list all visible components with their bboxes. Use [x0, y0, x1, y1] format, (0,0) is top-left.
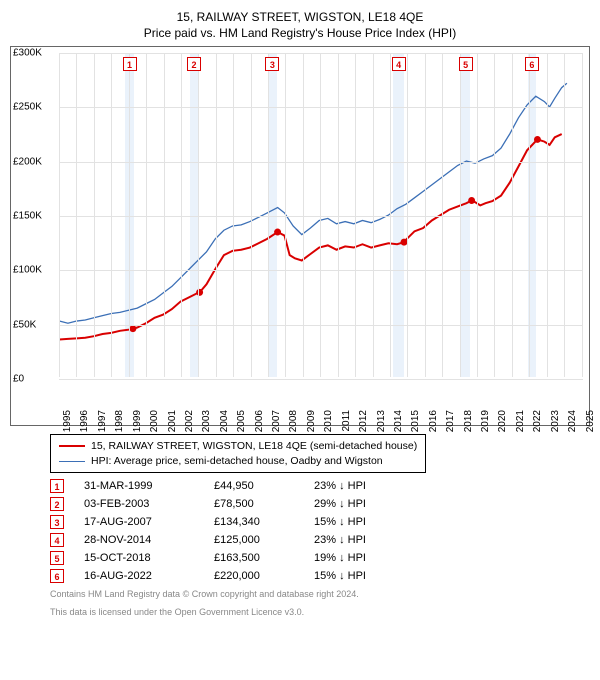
x-tick-label: 2010: [323, 410, 334, 432]
x-tick-label: 2023: [550, 410, 561, 432]
y-tick-label: £150K: [13, 211, 42, 222]
event-diff: 29% ↓ HPI: [314, 498, 404, 510]
event-marker: 3: [50, 515, 64, 529]
x-tick-label: 2000: [149, 410, 160, 432]
event-diff: 15% ↓ HPI: [314, 570, 404, 582]
x-tick-label: 2025: [585, 410, 596, 432]
legend-swatch: [59, 445, 85, 447]
event-price: £134,340: [214, 516, 294, 528]
x-tick-label: 1998: [114, 410, 125, 432]
event-price: £163,500: [214, 552, 294, 564]
event-date: 16-AUG-2022: [84, 570, 194, 582]
event-diff: 23% ↓ HPI: [314, 480, 404, 492]
sale-marker: 1: [123, 57, 137, 71]
event-date: 28-NOV-2014: [84, 534, 194, 546]
event-price: £78,500: [214, 498, 294, 510]
sale-marker: 5: [459, 57, 473, 71]
event-row: 5 15-OCT-2018 £163,500 19% ↓ HPI: [50, 551, 578, 565]
event-price: £125,000: [214, 534, 294, 546]
y-tick-label: £100K: [13, 265, 42, 276]
event-row: 3 17-AUG-2007 £134,340 15% ↓ HPI: [50, 515, 578, 529]
footnote-1: Contains HM Land Registry data © Crown c…: [50, 589, 578, 601]
page-title: 15, RAILWAY STREET, WIGSTON, LE18 4QE: [10, 10, 590, 24]
legend-label: HPI: Average price, semi-detached house,…: [91, 454, 383, 469]
y-tick-label: £50K: [13, 319, 36, 330]
sale-events-table: 1 31-MAR-1999 £44,950 23% ↓ HPI 2 03-FEB-2003…: [50, 479, 578, 583]
legend-row: 15, RAILWAY STREET, WIGSTON, LE18 4QE (s…: [59, 439, 417, 454]
legend-label: 15, RAILWAY STREET, WIGSTON, LE18 4QE (s…: [91, 439, 417, 454]
event-row: 6 16-AUG-2022 £220,000 15% ↓ HPI: [50, 569, 578, 583]
legend-row: HPI: Average price, semi-detached house,…: [59, 454, 417, 469]
x-tick-label: 2005: [236, 410, 247, 432]
event-price: £220,000: [214, 570, 294, 582]
sale-marker: 3: [265, 57, 279, 71]
x-tick-label: 1996: [79, 410, 90, 432]
event-price: £44,950: [214, 480, 294, 492]
page-subtitle: Price paid vs. HM Land Registry's House …: [10, 26, 590, 40]
x-tick-label: 2020: [497, 410, 508, 432]
event-marker: 6: [50, 569, 64, 583]
event-date: 15-OCT-2018: [84, 552, 194, 564]
y-tick-label: £0: [13, 374, 24, 385]
x-tick-label: 2001: [167, 410, 178, 432]
x-tick-label: 2021: [515, 410, 526, 432]
event-diff: 15% ↓ HPI: [314, 516, 404, 528]
event-diff: 23% ↓ HPI: [314, 534, 404, 546]
event-row: 4 28-NOV-2014 £125,000 23% ↓ HPI: [50, 533, 578, 547]
y-tick-label: £250K: [13, 102, 42, 113]
x-tick-label: 1999: [132, 410, 143, 432]
footnote-2: This data is licensed under the Open Gov…: [50, 607, 578, 619]
x-tick-label: 2003: [201, 410, 212, 432]
event-diff: 19% ↓ HPI: [314, 552, 404, 564]
x-tick-label: 2013: [376, 410, 387, 432]
x-tick-label: 2022: [532, 410, 543, 432]
x-tick-label: 2006: [254, 410, 265, 432]
x-tick-label: 2014: [393, 410, 404, 432]
x-tick-label: 2007: [271, 410, 282, 432]
x-tick-label: 2019: [480, 410, 491, 432]
x-tick-label: 1995: [62, 410, 73, 432]
legend-swatch: [59, 461, 85, 462]
x-tick-label: 2002: [184, 410, 195, 432]
event-marker: 4: [50, 533, 64, 547]
sale-marker: 2: [187, 57, 201, 71]
x-tick-label: 1997: [97, 410, 108, 432]
x-tick-label: 2008: [288, 410, 299, 432]
y-tick-label: £200K: [13, 156, 42, 167]
x-tick-label: 2009: [306, 410, 317, 432]
x-tick-label: 2024: [567, 410, 578, 432]
page: 15, RAILWAY STREET, WIGSTON, LE18 4QE Pr…: [0, 0, 600, 629]
event-marker: 1: [50, 479, 64, 493]
event-date: 17-AUG-2007: [84, 516, 194, 528]
x-tick-label: 2015: [410, 410, 421, 432]
x-tick-label: 2018: [463, 410, 474, 432]
event-row: 2 03-FEB-2003 £78,500 29% ↓ HPI: [50, 497, 578, 511]
x-tick-label: 2011: [341, 410, 352, 432]
price-chart: £0£50K£100K£150K£200K£250K£300K199519961…: [10, 46, 590, 426]
sale-marker: 6: [525, 57, 539, 71]
chart-lines: [11, 47, 589, 425]
x-tick-label: 2017: [445, 410, 456, 432]
y-tick-label: £300K: [13, 48, 42, 59]
x-tick-label: 2012: [358, 410, 369, 432]
event-date: 03-FEB-2003: [84, 498, 194, 510]
sale-marker: 4: [392, 57, 406, 71]
x-tick-label: 2004: [219, 410, 230, 432]
event-marker: 5: [50, 551, 64, 565]
legend: 15, RAILWAY STREET, WIGSTON, LE18 4QE (s…: [50, 434, 426, 473]
x-tick-label: 2016: [428, 410, 439, 432]
event-marker: 2: [50, 497, 64, 511]
event-row: 1 31-MAR-1999 £44,950 23% ↓ HPI: [50, 479, 578, 493]
event-date: 31-MAR-1999: [84, 480, 194, 492]
